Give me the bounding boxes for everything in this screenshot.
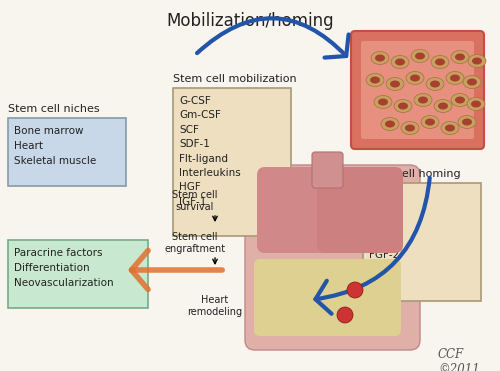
Ellipse shape xyxy=(451,93,469,106)
Ellipse shape xyxy=(463,76,481,89)
Ellipse shape xyxy=(450,75,460,82)
Ellipse shape xyxy=(394,99,412,112)
FancyBboxPatch shape xyxy=(361,41,474,139)
FancyArrowPatch shape xyxy=(132,250,222,289)
Text: Stem cell mobilization: Stem cell mobilization xyxy=(173,74,296,84)
Ellipse shape xyxy=(431,56,449,69)
Ellipse shape xyxy=(414,93,432,106)
Ellipse shape xyxy=(391,56,409,69)
Ellipse shape xyxy=(430,81,440,88)
FancyBboxPatch shape xyxy=(312,152,343,188)
Ellipse shape xyxy=(467,79,477,85)
Ellipse shape xyxy=(405,125,415,131)
Ellipse shape xyxy=(472,58,482,65)
Ellipse shape xyxy=(381,118,399,131)
Ellipse shape xyxy=(370,76,380,83)
FancyBboxPatch shape xyxy=(8,118,126,186)
Ellipse shape xyxy=(468,55,486,68)
Ellipse shape xyxy=(390,81,400,88)
Ellipse shape xyxy=(398,102,408,109)
FancyArrowPatch shape xyxy=(316,178,430,314)
Ellipse shape xyxy=(435,59,445,66)
Ellipse shape xyxy=(455,53,465,60)
Ellipse shape xyxy=(374,95,392,108)
Ellipse shape xyxy=(415,53,425,59)
Text: Occluded
Coronary artery: Occluded Coronary artery xyxy=(320,210,397,232)
Ellipse shape xyxy=(441,121,459,135)
Ellipse shape xyxy=(395,59,405,66)
FancyBboxPatch shape xyxy=(254,259,401,336)
Ellipse shape xyxy=(418,96,428,104)
Text: Mobilization/homing: Mobilization/homing xyxy=(166,12,334,30)
Ellipse shape xyxy=(401,121,419,135)
Ellipse shape xyxy=(467,98,485,111)
Text: Stem cell
survival: Stem cell survival xyxy=(172,190,218,211)
Text: Paracrine factors
Differentiation
Neovascularization: Paracrine factors Differentiation Neovas… xyxy=(14,248,114,288)
FancyBboxPatch shape xyxy=(257,167,328,253)
Ellipse shape xyxy=(438,102,448,109)
Circle shape xyxy=(337,307,353,323)
Ellipse shape xyxy=(451,50,469,63)
Ellipse shape xyxy=(446,72,464,85)
Text: Bone marrow
Heart
Skeletal muscle: Bone marrow Heart Skeletal muscle xyxy=(14,126,96,165)
Ellipse shape xyxy=(385,121,395,128)
Text: Stem cell
engraftment: Stem cell engraftment xyxy=(164,232,226,254)
Ellipse shape xyxy=(425,118,435,125)
Text: SDF-1
MCP-3
GRO-1
HGF
FGF-2
IGF-1: SDF-1 MCP-3 GRO-1 HGF FGF-2 IGF-1 xyxy=(369,191,403,275)
Text: G-CSF
Gm-CSF
SCF
SDF-1
Flt-ligand
Interleukins
HGF
IGF-1: G-CSF Gm-CSF SCF SDF-1 Flt-ligand Interl… xyxy=(179,96,241,207)
Ellipse shape xyxy=(471,101,481,108)
FancyBboxPatch shape xyxy=(245,165,420,350)
FancyArrowPatch shape xyxy=(197,18,348,58)
FancyBboxPatch shape xyxy=(173,88,291,236)
Ellipse shape xyxy=(410,75,420,82)
FancyBboxPatch shape xyxy=(363,183,481,301)
Ellipse shape xyxy=(411,49,429,62)
Text: Stem cell homing: Stem cell homing xyxy=(363,169,460,179)
Ellipse shape xyxy=(426,78,444,91)
FancyBboxPatch shape xyxy=(317,167,403,253)
Ellipse shape xyxy=(434,99,452,112)
FancyBboxPatch shape xyxy=(8,240,148,308)
Ellipse shape xyxy=(455,96,465,104)
Ellipse shape xyxy=(386,78,404,91)
Circle shape xyxy=(347,282,363,298)
Ellipse shape xyxy=(421,115,439,128)
Text: CCF
©2011: CCF ©2011 xyxy=(438,348,480,371)
Text: Damaged
heart muscle: Damaged heart muscle xyxy=(320,280,384,302)
Text: Stem cell niches: Stem cell niches xyxy=(8,104,100,114)
Ellipse shape xyxy=(406,72,424,85)
Ellipse shape xyxy=(366,73,384,86)
Ellipse shape xyxy=(445,125,455,131)
Ellipse shape xyxy=(371,52,389,65)
Ellipse shape xyxy=(462,118,472,125)
FancyBboxPatch shape xyxy=(351,31,484,149)
Ellipse shape xyxy=(458,115,476,128)
Text: Heart
remodeling: Heart remodeling xyxy=(188,295,242,316)
Ellipse shape xyxy=(378,98,388,105)
Ellipse shape xyxy=(375,55,385,62)
